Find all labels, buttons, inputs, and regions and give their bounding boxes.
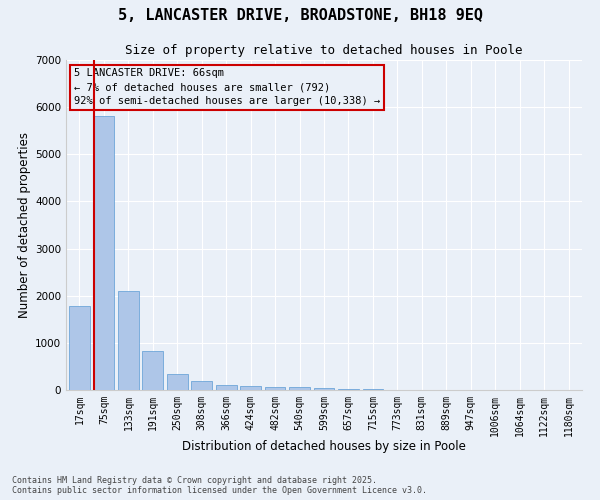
Y-axis label: Number of detached properties: Number of detached properties [18,132,31,318]
Bar [265,387,286,390]
Text: 5 LANCASTER DRIVE: 66sqm
← 7% of detached houses are smaller (792)
92% of semi-d: 5 LANCASTER DRIVE: 66sqm ← 7% of detache… [74,68,380,106]
Bar [240,386,261,390]
Bar [191,382,212,390]
Bar [167,374,188,390]
Bar [338,389,359,390]
Bar [118,292,139,390]
Bar [216,384,236,390]
Title: Size of property relative to detached houses in Poole: Size of property relative to detached ho… [125,44,523,58]
Bar [314,388,334,390]
Bar [289,388,310,390]
Bar [142,352,163,390]
Text: Contains HM Land Registry data © Crown copyright and database right 2025.
Contai: Contains HM Land Registry data © Crown c… [12,476,427,495]
X-axis label: Distribution of detached houses by size in Poole: Distribution of detached houses by size … [182,440,466,453]
Bar [69,306,90,390]
Text: 5, LANCASTER DRIVE, BROADSTONE, BH18 9EQ: 5, LANCASTER DRIVE, BROADSTONE, BH18 9EQ [118,8,482,22]
Bar [94,116,114,390]
